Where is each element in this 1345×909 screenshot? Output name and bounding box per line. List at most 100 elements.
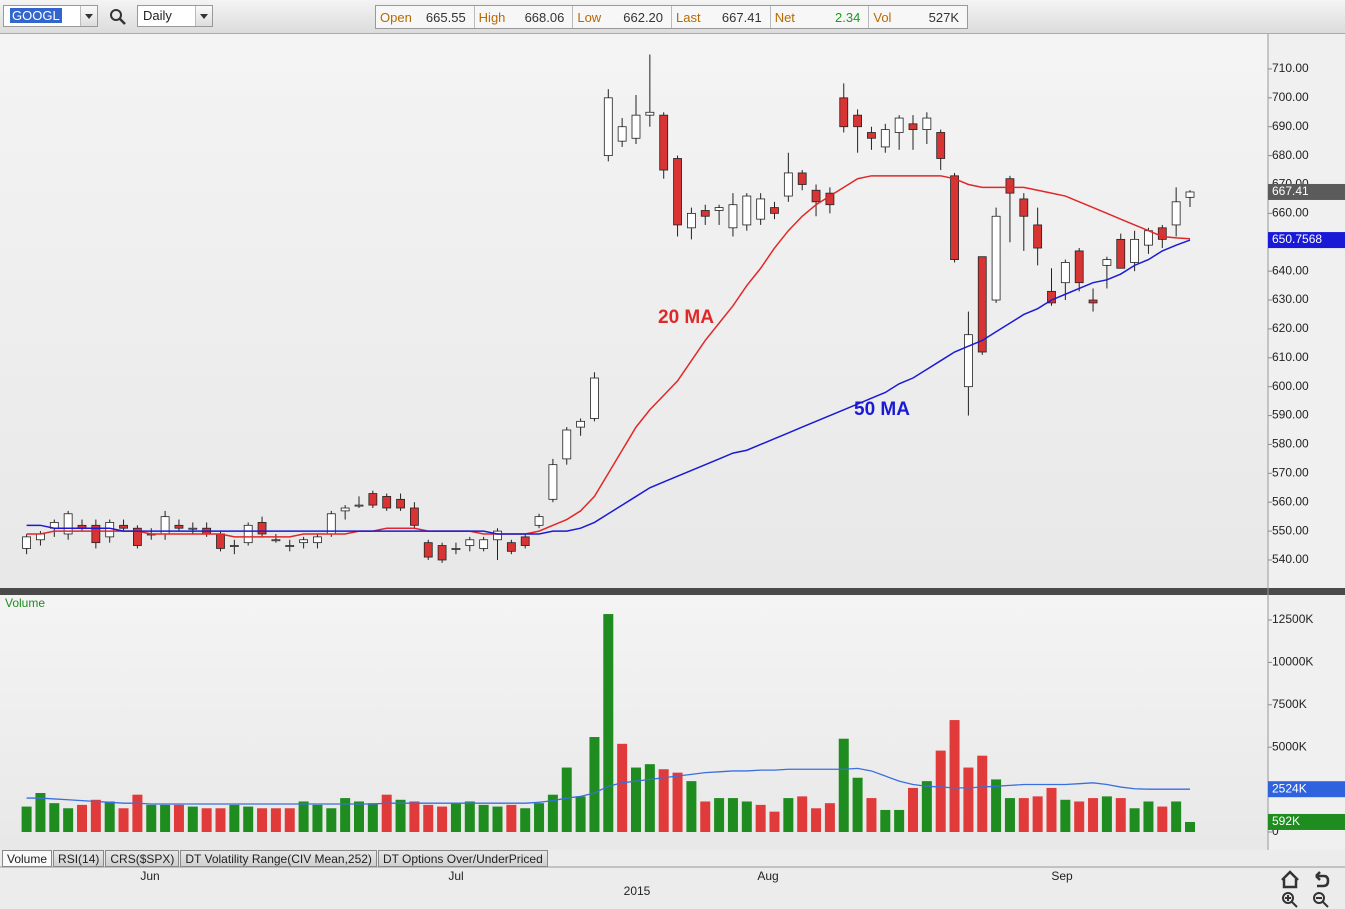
candle-body bbox=[908, 123, 918, 131]
candle-body bbox=[520, 536, 530, 546]
volume-bar bbox=[1032, 796, 1043, 833]
candle-body bbox=[534, 516, 544, 526]
candle-body bbox=[562, 429, 572, 460]
candle-body bbox=[479, 539, 489, 549]
volume-bar bbox=[201, 808, 212, 833]
symbol-input[interactable]: GOOGL bbox=[3, 5, 98, 27]
volume-bar bbox=[520, 808, 531, 833]
candle-body bbox=[36, 533, 45, 541]
candle-body bbox=[1185, 191, 1195, 198]
volume-bar bbox=[450, 803, 461, 833]
moving-average-label: 50 MA bbox=[854, 399, 910, 420]
volume-bar bbox=[547, 794, 558, 833]
quote-label: Low bbox=[577, 9, 602, 25]
candle-body bbox=[1074, 250, 1084, 284]
indicator-tabs: Volume RSI(14) CRS($SPX) DT Volatility Rang… bbox=[2, 850, 549, 867]
candle-body bbox=[1171, 201, 1181, 226]
y-tick-label: 10000K bbox=[1272, 655, 1313, 669]
candle-body bbox=[368, 493, 378, 506]
volume-bar bbox=[880, 809, 891, 833]
volume-bar bbox=[991, 779, 1002, 833]
volume-bar bbox=[575, 796, 586, 833]
y-tick-label: 12500K bbox=[1272, 612, 1313, 626]
symbol-dropdown[interactable] bbox=[80, 6, 97, 26]
candle-body bbox=[1005, 178, 1015, 194]
candle-body bbox=[243, 524, 253, 544]
volume-bar bbox=[354, 801, 364, 833]
tab[interactable]: CRS($SPX) bbox=[105, 850, 180, 867]
volume-bar bbox=[1129, 808, 1140, 833]
volume-bar bbox=[631, 767, 641, 833]
tab[interactable]: Volume bbox=[2, 850, 53, 867]
candle-body bbox=[1060, 262, 1070, 284]
candle-body bbox=[1088, 299, 1098, 304]
candle-body bbox=[271, 539, 281, 542]
volume-bar bbox=[229, 804, 240, 833]
candle-body bbox=[783, 172, 793, 197]
value-marker-label: 592K bbox=[1272, 814, 1300, 828]
candle-body bbox=[756, 198, 766, 220]
interval-select[interactable]: Daily bbox=[137, 5, 213, 27]
volume-bar bbox=[935, 750, 946, 833]
candle-body bbox=[229, 545, 239, 547]
value-marker bbox=[1268, 183, 1345, 200]
date-label: Jul bbox=[448, 869, 463, 883]
quote-value: 667.41 bbox=[721, 9, 762, 25]
volume-bar bbox=[617, 743, 628, 833]
volume-bar bbox=[423, 804, 434, 833]
volume-title: Volume bbox=[5, 596, 45, 610]
y-tick-label: 550.00 bbox=[1272, 523, 1309, 537]
tab[interactable]: DT Volatility Range(CIV Mean,252) bbox=[180, 850, 377, 867]
y-tick-label: 680.00 bbox=[1272, 148, 1309, 162]
candle-body bbox=[257, 522, 267, 535]
volume-bar bbox=[672, 772, 683, 833]
volume-bar bbox=[1046, 787, 1057, 833]
volume-bar bbox=[63, 808, 74, 833]
home-icon[interactable] bbox=[1281, 870, 1299, 889]
quote-label: Net bbox=[774, 9, 795, 25]
candle-body bbox=[867, 132, 876, 139]
candle-body bbox=[576, 420, 585, 428]
value-marker bbox=[1268, 781, 1345, 798]
year-label: 2015 bbox=[624, 884, 651, 898]
candle-body bbox=[728, 204, 738, 229]
candle-body bbox=[1102, 259, 1112, 266]
tab[interactable]: RSI(14) bbox=[53, 850, 105, 867]
candle-body bbox=[91, 524, 101, 544]
volume-bar bbox=[755, 804, 766, 833]
tab[interactable]: DT Options Over/UnderPriced bbox=[377, 850, 548, 867]
moving-average-line bbox=[26, 175, 1191, 538]
search-icon[interactable] bbox=[108, 7, 128, 27]
quote-field: Last 667.41 bbox=[672, 6, 771, 28]
zoom-in-icon[interactable] bbox=[1282, 892, 1298, 908]
volume-bar bbox=[1088, 798, 1099, 833]
quote-label: Last bbox=[676, 9, 701, 25]
volume-bar bbox=[506, 804, 517, 833]
y-tick-label: 580.00 bbox=[1272, 437, 1309, 451]
volume-bar bbox=[492, 806, 503, 833]
date-label: Sep bbox=[1051, 869, 1073, 883]
volume-bar bbox=[838, 738, 849, 833]
candle-body bbox=[659, 114, 669, 171]
volume-bar bbox=[1143, 801, 1154, 833]
volume-bar bbox=[686, 781, 697, 833]
value-marker-label: 650.7568 bbox=[1272, 232, 1322, 246]
candle-body bbox=[631, 114, 641, 139]
volume-bar bbox=[77, 804, 87, 833]
volume-bar bbox=[783, 798, 794, 833]
zoom-out-icon[interactable] bbox=[1313, 892, 1329, 908]
candle-body bbox=[1019, 198, 1029, 217]
volume-bar bbox=[797, 796, 808, 833]
candle-body bbox=[991, 215, 1001, 301]
volume-bar bbox=[1060, 799, 1071, 833]
volume-bar bbox=[894, 809, 905, 833]
interval-dropdown[interactable] bbox=[195, 6, 212, 26]
volume-bar bbox=[1018, 798, 1029, 833]
candle-body bbox=[673, 158, 682, 226]
moving-average-line bbox=[26, 239, 1191, 535]
candle-body bbox=[1033, 224, 1043, 249]
volume-average-line bbox=[26, 767, 1190, 805]
volume-bar bbox=[270, 808, 281, 833]
undo-icon[interactable] bbox=[1315, 871, 1330, 888]
